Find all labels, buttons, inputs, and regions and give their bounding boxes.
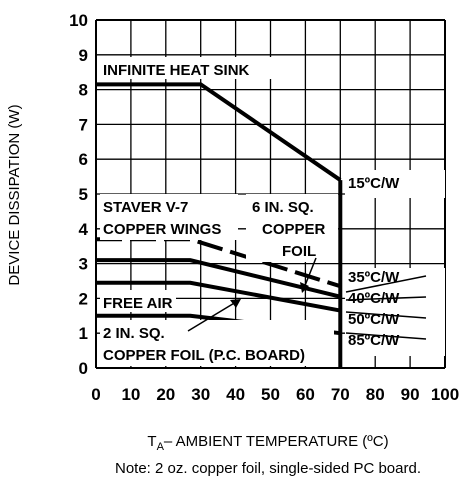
y-tick-label: 8 — [79, 81, 88, 100]
series-line-2 — [96, 258, 341, 299]
y-tick-label: 1 — [79, 324, 88, 343]
rating-15: 15ºC/W — [348, 175, 400, 192]
series-line-0 — [96, 82, 342, 182]
label-foil6-line3: FOIL — [282, 243, 316, 260]
x-axis-title: TA– AMBIENT TEMPERATURE (ºC) — [147, 433, 388, 453]
y-tick-label: 10 — [69, 11, 88, 30]
x-tick-label: 20 — [156, 385, 175, 404]
x-tick-label: 50 — [261, 385, 280, 404]
leader-foil2 — [187, 301, 237, 332]
arrowhead-foil6 — [300, 282, 309, 293]
x-tick-label: 0 — [91, 385, 100, 404]
x-tick-label: 90 — [401, 385, 420, 404]
label-bg-freeair — [100, 290, 176, 312]
label-foil6-line2: COPPER — [262, 221, 326, 238]
x-tick-label: 60 — [296, 385, 315, 404]
x-tick-label: 10 — [121, 385, 140, 404]
y-tick-label: 3 — [79, 255, 88, 274]
leader-foil6 — [303, 257, 317, 289]
leader-r35 — [345, 275, 427, 293]
y-axis-title: DEVICE DISSIPATION (W) — [6, 104, 23, 285]
y-tick-label: 6 — [79, 150, 88, 169]
leader-r50 — [345, 311, 427, 319]
leader-r40 — [345, 296, 427, 301]
rating-35: 35ºC/W — [348, 269, 400, 286]
label-staver-line1: STAVER V-7 — [103, 199, 188, 216]
label-foil6-line1: 6 IN. SQ. — [252, 199, 314, 216]
label-staver-line2: COPPER WINGS — [103, 221, 221, 238]
chart-note: Note: 2 oz. copper foil, single-sided PC… — [115, 460, 421, 477]
label-foil2-line2: COPPER FOIL (P.C. BOARD) — [103, 347, 305, 364]
label-bg-foil2 — [100, 320, 334, 366]
arrowheads — [230, 282, 309, 308]
label-bg-staver — [100, 194, 238, 240]
label-foil2-line1: 2 IN. SQ. — [103, 325, 165, 342]
leader-lines — [187, 257, 427, 340]
y-tick-label: 2 — [79, 289, 88, 308]
label-free-air: FREE AIR — [103, 295, 173, 312]
x-tick-label: 70 — [331, 385, 350, 404]
y-tick-label: 5 — [79, 185, 88, 204]
y-tick-label: 4 — [79, 220, 89, 239]
x-tick-label: 40 — [226, 385, 245, 404]
arrowhead-foil2 — [230, 299, 241, 308]
x-tick-label: 80 — [366, 385, 385, 404]
x-tick-label: 100 — [431, 385, 459, 404]
chart-ticks: 0 10 20 30 40 50 60 70 80 90 100 0 1 2 3 4 5 6 7 8 9 10 — [69, 11, 459, 404]
y-tick-label: 0 — [79, 359, 88, 378]
label-bg-infinite — [100, 57, 278, 79]
series-line-3 — [96, 280, 341, 313]
x-tick-label: 30 — [191, 385, 210, 404]
label-bg-ratings — [345, 170, 445, 198]
leader-r85 — [345, 332, 427, 340]
label-infinite-heat-sink: INFINITE HEAT SINK — [103, 62, 250, 79]
y-tick-label: 9 — [79, 46, 88, 65]
y-tick-label: 7 — [79, 115, 88, 134]
label-bg-foil6 — [246, 194, 338, 262]
